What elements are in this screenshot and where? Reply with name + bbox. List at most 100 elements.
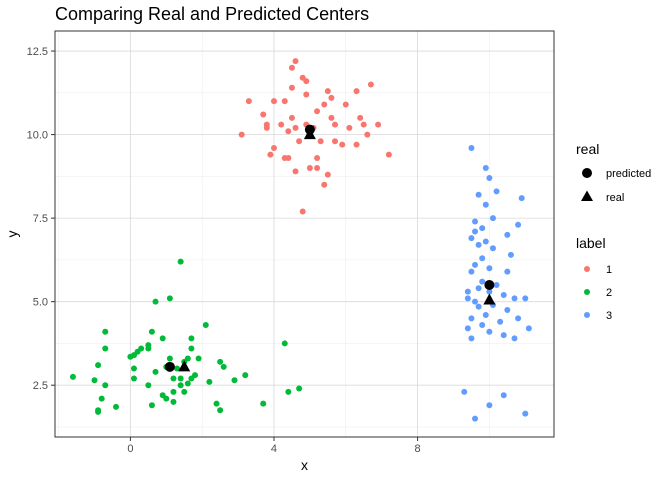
legend-real: real predicted real (576, 141, 651, 204)
point-label-1 (317, 138, 324, 145)
chart-title: Comparing Real and Predicted Centers (55, 4, 369, 24)
point-label-2 (159, 335, 166, 342)
point-label-3 (489, 245, 496, 252)
point-label-3 (468, 144, 475, 151)
point-label-3 (475, 303, 482, 310)
point-label-2 (296, 385, 303, 392)
point-label-1 (281, 154, 288, 161)
point-label-1 (288, 84, 295, 91)
point-label-1 (346, 124, 353, 131)
point-label-3 (472, 261, 479, 268)
point-label-3 (464, 325, 471, 332)
legend-label-1-marker (584, 266, 590, 272)
legend-real-marker (581, 190, 593, 201)
point-label-1 (324, 171, 331, 178)
point-label-3 (468, 268, 475, 275)
point-label-2 (102, 345, 109, 352)
point-label-3 (497, 318, 504, 325)
legend-predicted-label: predicted (606, 168, 651, 180)
point-label-2 (206, 378, 213, 385)
point-label-2 (260, 400, 267, 407)
legend-label-title: label (576, 235, 606, 251)
point-label-2 (177, 258, 184, 265)
point-label-3 (504, 231, 511, 238)
point-label-1 (306, 165, 313, 172)
point-label-3 (479, 278, 486, 285)
point-label-1 (353, 141, 360, 148)
point-label-3 (475, 191, 482, 198)
point-label-3 (482, 201, 489, 208)
point-label-2 (170, 375, 177, 382)
point-label-1 (360, 121, 367, 128)
point-label-3 (489, 215, 496, 222)
point-label-3 (486, 288, 493, 295)
x-tick-label: 8 (415, 443, 421, 455)
point-label-1 (353, 88, 360, 95)
point-label-1 (260, 111, 267, 118)
point-label-3 (493, 188, 500, 195)
point-label-3 (482, 238, 489, 245)
point-label-2 (170, 388, 177, 395)
legend-label-2-marker (584, 289, 590, 295)
point-label-1 (238, 131, 245, 138)
legend-label: label 1 2 3 (576, 235, 612, 322)
point-label-1 (270, 144, 277, 151)
point-label-1 (321, 181, 328, 188)
real-center-1 (303, 128, 316, 140)
point-label-1 (245, 98, 252, 105)
point-label-3 (468, 335, 475, 342)
point-label-2 (91, 377, 98, 384)
point-label-1 (324, 88, 331, 95)
point-label-3 (464, 295, 471, 302)
point-label-2 (242, 372, 249, 379)
point-label-2 (130, 365, 137, 372)
point-label-1 (285, 128, 292, 135)
point-label-3 (468, 315, 475, 322)
y-tick-label: 7.5 (33, 213, 48, 225)
point-label-3 (507, 251, 514, 258)
point-label-1 (314, 154, 321, 161)
point-label-2 (202, 322, 209, 329)
point-label-1 (288, 114, 295, 121)
point-label-2 (231, 377, 238, 384)
point-label-2 (184, 380, 191, 387)
point-label-1 (292, 168, 299, 175)
point-label-2 (95, 362, 102, 369)
point-label-3 (493, 281, 500, 288)
x-tick-label: 4 (271, 443, 277, 455)
point-label-3 (472, 218, 479, 225)
point-label-2 (98, 395, 105, 402)
point-label-3 (486, 175, 493, 182)
point-label-3 (518, 195, 525, 202)
point-label-2 (127, 353, 134, 360)
point-label-2 (181, 388, 188, 395)
point-label-1 (385, 151, 392, 158)
point-label-1 (296, 138, 303, 145)
point-label-2 (217, 407, 224, 414)
point-label-2 (188, 375, 195, 382)
point-label-1 (342, 101, 349, 108)
y-axis-title: y (4, 231, 20, 238)
point-label-1 (357, 114, 364, 121)
point-label-3 (500, 291, 507, 298)
point-label-3 (525, 325, 532, 332)
point-label-1 (270, 98, 277, 105)
point-label-2 (145, 345, 152, 352)
point-label-3 (482, 312, 489, 319)
point-label-1 (303, 91, 310, 98)
point-label-2 (188, 345, 195, 352)
point-label-1 (328, 94, 335, 101)
point-label-3 (479, 225, 486, 232)
point-label-2 (166, 295, 173, 302)
point-label-2 (285, 388, 292, 395)
legend-label-2-text: 2 (606, 287, 612, 299)
point-label-2 (145, 382, 152, 389)
point-label-2 (177, 382, 184, 389)
point-label-2 (166, 355, 173, 362)
point-label-3 (515, 221, 522, 228)
point-label-1 (263, 124, 270, 131)
y-tick-label: 5.0 (33, 297, 48, 309)
point-label-2 (69, 373, 76, 380)
x-axis-ticks: 0 4 8 (127, 437, 421, 455)
point-label-2 (163, 395, 170, 402)
